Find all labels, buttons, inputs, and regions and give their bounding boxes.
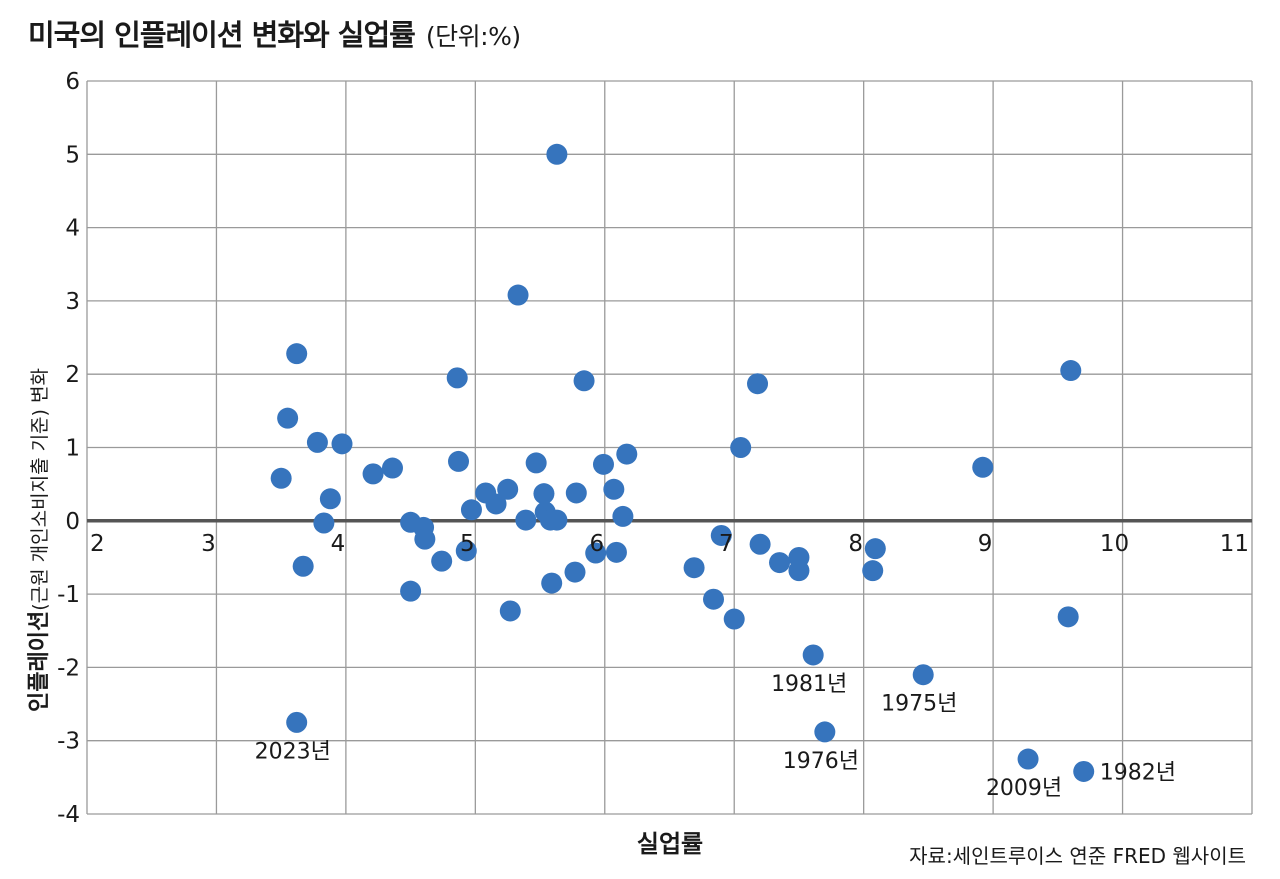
data-point (499, 600, 521, 622)
data-point (814, 721, 836, 743)
title-unit: (단위:%) (425, 22, 521, 51)
x-tick-label: 9 (978, 531, 993, 557)
data-point (460, 499, 482, 521)
data-point (541, 572, 563, 594)
data-point (864, 538, 886, 560)
data-point (485, 493, 507, 515)
annotation-label: 2009년 (986, 776, 1062, 801)
x-tick-label: 7 (719, 531, 734, 557)
data-point (331, 433, 353, 455)
data-point (319, 488, 341, 510)
data-point (862, 560, 884, 582)
data-point (515, 509, 537, 531)
data-point (1060, 360, 1082, 382)
data-point (448, 450, 470, 472)
x-tick-label: 2 (90, 531, 105, 557)
data-point (455, 540, 477, 562)
data-point (1017, 748, 1039, 770)
data-point (525, 452, 547, 474)
annotation-label: 2023년 (255, 739, 331, 764)
data-point (612, 505, 634, 527)
y-axis-label-sub: (근원 개인소비지출 기준) 변화 (29, 368, 51, 611)
data-point (277, 407, 299, 429)
data-point (788, 560, 810, 582)
data-point (605, 541, 627, 563)
x-axis-label: 실업률 (637, 830, 703, 858)
data-point (703, 588, 725, 610)
data-point (546, 143, 568, 165)
data-point (710, 524, 732, 546)
y-tick-label: 6 (65, 69, 80, 95)
data-point (270, 467, 292, 489)
data-point (573, 370, 595, 392)
data-point (749, 533, 771, 555)
data-point (723, 608, 745, 630)
y-tick-label: 4 (65, 216, 80, 242)
data-point (912, 664, 934, 686)
data-point (769, 552, 791, 574)
data-point (1057, 606, 1079, 628)
data-point (400, 580, 422, 602)
grid-lines (86, 80, 1253, 815)
data-point (292, 555, 314, 577)
y-axis-label: 인플레이션(근원 개인소비지출 기준) 변화 (27, 368, 52, 712)
annotation-label: 1975년 (881, 692, 957, 717)
data-point (313, 512, 335, 534)
x-tick-label: 4 (331, 531, 346, 557)
data-point (730, 437, 752, 458)
data-point (1073, 760, 1095, 782)
title-text: 미국의 인플레이션 변화와 실업률 (28, 18, 416, 52)
y-tick-label: 2 (65, 362, 80, 388)
data-point (286, 343, 308, 365)
data-point (565, 482, 587, 504)
data-point (507, 284, 529, 306)
data-point (306, 431, 328, 453)
annotations: 2023년 1981년 1976년 1975년 2009년 1982년 (255, 672, 1176, 801)
data-point (747, 373, 769, 395)
y-axis-label-main: 인플레이션 (27, 611, 52, 712)
data-point (446, 367, 468, 389)
data-point (414, 528, 436, 550)
data-point (497, 478, 519, 500)
data-point (286, 711, 308, 733)
y-tick-label: 1 (65, 436, 80, 462)
data-point (546, 509, 568, 531)
y-tick-label: 5 (65, 142, 80, 168)
y-tick-label: 0 (65, 509, 80, 535)
chart-title: 미국의 인플레이션 변화와 실업률 (단위:%) (28, 12, 521, 54)
y-tick-label: 3 (65, 289, 80, 315)
data-point (585, 542, 607, 564)
data-point (683, 557, 705, 579)
annotation-label: 1976년 (783, 749, 859, 774)
data-point (381, 457, 403, 479)
x-tick-label: 8 (848, 531, 863, 557)
y-tick-label: -1 (57, 582, 80, 608)
data-point (603, 478, 625, 500)
annotation-label: 1981년 (771, 672, 847, 697)
data-point (972, 456, 994, 478)
data-point (592, 453, 614, 475)
x-tick-label: 6 (589, 531, 604, 557)
y-tick-label: -3 (57, 729, 80, 755)
data-point (431, 550, 453, 572)
data-point (362, 463, 384, 485)
data-point (802, 644, 824, 666)
data-points (270, 143, 1095, 782)
data-point (564, 561, 586, 583)
data-point (533, 483, 555, 505)
x-tick-label: 10 (1100, 531, 1129, 557)
y-tick-label: -4 (57, 802, 80, 828)
x-tick-label: 3 (201, 531, 216, 557)
x-tick-label: 11 (1220, 531, 1249, 557)
data-point (616, 443, 638, 465)
annotation-label: 1982년 (1100, 760, 1176, 785)
y-tick-label: -2 (57, 655, 80, 681)
x-tick-label: 5 (460, 531, 475, 557)
source-note: 자료:세인트루이스 연준 FRED 웹사이트 (909, 844, 1246, 868)
